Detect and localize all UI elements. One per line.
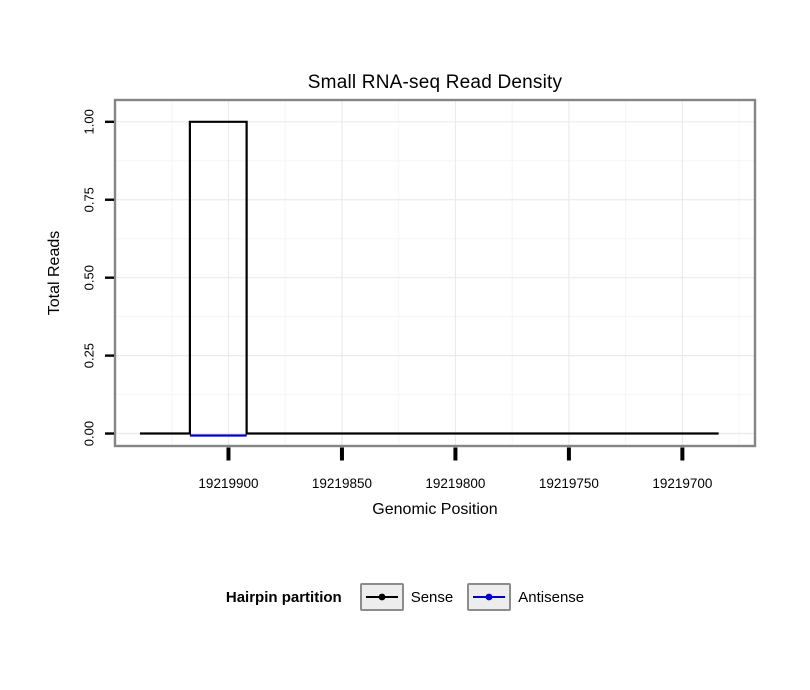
y-tick-label: 1.00 — [82, 109, 97, 134]
y-tick-mark — [105, 198, 114, 201]
x-tick-mark — [339, 447, 344, 461]
y-tick-mark — [105, 120, 114, 124]
antisense-key-icon — [467, 583, 512, 611]
panel-background — [115, 100, 755, 446]
x-tick-label: 19219850 — [312, 476, 372, 491]
y-tick-mark — [105, 276, 114, 279]
legend: Hairpin partition Sense Antisense — [0, 582, 810, 612]
y-axis-title: Total Reads — [46, 230, 63, 316]
x-tick-mark — [566, 447, 571, 461]
x-tick-mark — [453, 447, 458, 461]
y-tick-mark — [105, 432, 114, 435]
x-tick-label: 19219700 — [652, 476, 712, 491]
chart-title: Small RNA-seq Read Density — [307, 72, 563, 93]
x-tick-label: 19219750 — [539, 476, 599, 491]
chart-canvas: 19219900 19219850 19219800 19219750 19219700… — [82, 98, 757, 491]
y-tick-label: 0.50 — [82, 265, 97, 290]
x-tick-mark — [680, 447, 685, 461]
y-tick-label: 0.75 — [82, 187, 97, 212]
legend-item-sense: Sense — [359, 583, 454, 611]
x-tick-label: 19219800 — [425, 476, 485, 491]
x-tick-mark — [226, 447, 231, 461]
legend-label-antisense: Antisense — [518, 588, 585, 606]
series-sense-line — [139, 120, 719, 435]
legend-key-dot — [485, 593, 493, 601]
legend-key-dot — [378, 593, 386, 601]
y-tick-label: 0.00 — [82, 421, 97, 446]
x-tick-label: 19219900 — [198, 476, 258, 491]
y-tick-label: 0.25 — [82, 343, 97, 368]
legend-label-sense: Sense — [410, 588, 454, 606]
legend-title: Hairpin partition — [225, 588, 342, 606]
panel-border — [113, 98, 757, 448]
y-tick-mark — [105, 354, 114, 357]
x-axis-title: Genomic Position — [372, 501, 498, 518]
legend-item-antisense: Antisense — [467, 583, 584, 611]
sense-key-icon — [359, 583, 404, 611]
